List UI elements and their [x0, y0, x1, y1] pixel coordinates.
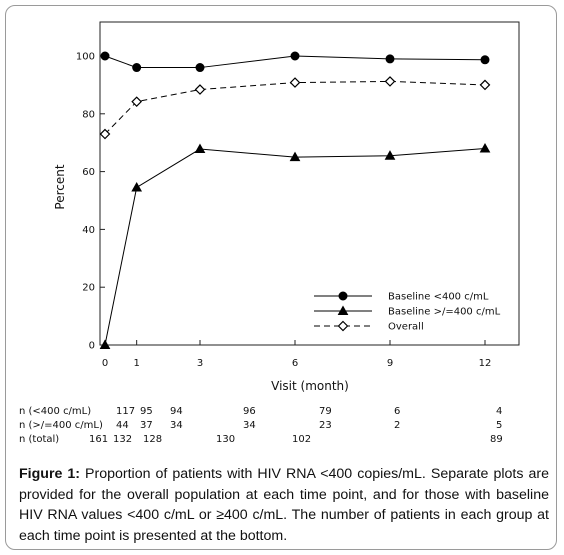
count-cell: 132: [113, 434, 133, 445]
data-point: [289, 151, 301, 162]
count-cell: 128: [143, 434, 163, 445]
count-cell: 44: [116, 420, 129, 431]
patient-count-table: n (<400 c/mL) 117 95 94 96 79 6 4 n (>/=…: [19, 406, 539, 452]
data-point: [100, 51, 110, 61]
count-cell: 96: [243, 406, 256, 417]
count-cell: 102: [292, 434, 312, 445]
legend-marker: [338, 291, 348, 301]
data-point: [479, 142, 491, 153]
y-axis-label: Percent: [53, 164, 67, 209]
data-point: [385, 54, 395, 64]
count-cell: 6: [394, 406, 401, 417]
data-point: [132, 63, 142, 73]
x-tick-label: 3: [197, 358, 203, 369]
x-tick-label: 12: [479, 358, 492, 369]
data-point: [99, 339, 111, 349]
figure-caption: Figure 1: Proportion of patients with HI…: [19, 464, 549, 546]
count-cell: 161: [89, 434, 109, 445]
series-1: [99, 142, 491, 349]
count-cell: 95: [140, 406, 153, 417]
count-cell: 79: [319, 406, 332, 417]
count-cell: 5: [496, 420, 503, 431]
data-point: [480, 55, 490, 65]
y-tick-label: 40: [82, 225, 95, 236]
caption-text: Proportion of patients with HIV RNA <400…: [19, 466, 549, 544]
data-point: [99, 128, 111, 140]
count-cell: 34: [243, 420, 256, 431]
y-axis: 0 20 40 60 80 100: [76, 52, 105, 352]
count-row-label: n (<400 c/mL): [19, 406, 92, 417]
x-tick-label: 1: [133, 358, 139, 369]
x-axis-label: Visit (month): [271, 379, 349, 393]
data-point: [479, 79, 491, 91]
legend-marker: [337, 320, 349, 332]
caption-prefix: Figure 1:: [19, 466, 80, 482]
x-tick-label: 9: [387, 358, 393, 369]
data-point: [290, 51, 300, 61]
data-point: [194, 143, 206, 154]
x-tick-label: 0: [102, 358, 108, 369]
count-cell: 37: [140, 420, 153, 431]
legend-entry: Overall: [388, 322, 424, 333]
data-point: [384, 76, 396, 87]
y-tick-label: 0: [89, 341, 95, 352]
count-row-total: n (total) 161 132 128 130 102 89: [19, 434, 539, 448]
series-line: [104, 80, 486, 135]
count-cell: 117: [116, 406, 136, 417]
count-cell: 94: [170, 406, 183, 417]
x-tick-label: 6: [292, 358, 298, 369]
y-tick-label: 80: [82, 109, 95, 120]
data-point: [131, 96, 143, 108]
count-cell: 89: [490, 434, 503, 445]
y-tick-label: 60: [82, 167, 95, 178]
series-line: [104, 55, 486, 69]
series-line: [104, 147, 486, 346]
data-point: [384, 150, 396, 160]
legend-entry: Baseline >/=400 c/mL: [388, 307, 501, 318]
count-row-below-400: n (<400 c/mL) 117 95 94 96 79 6 4: [19, 406, 539, 420]
legend: Baseline <400 c/mL Baseline >/=400 c/mL Ov…: [314, 291, 501, 333]
y-tick-label: 20: [82, 283, 95, 294]
count-cell: 2: [394, 420, 401, 431]
series-0: [100, 51, 490, 73]
plot-area: [99, 21, 520, 346]
count-row-label: n (total): [19, 434, 60, 445]
data-point: [289, 77, 301, 88]
count-row-label: n (>/=400 c/mL): [19, 420, 103, 431]
count-cell: 4: [496, 406, 503, 417]
series-2: [99, 76, 491, 140]
line-chart: 0 20 40 60 80 100 0 1 3 6 9 12 Percent Visit (mont…: [53, 21, 520, 393]
data-point: [194, 84, 206, 95]
legend-marker: [337, 305, 349, 315]
count-row-above-400: n (>/=400 c/mL) 44 37 34 34 23 2 5: [19, 420, 539, 434]
figure-frame: [5, 5, 557, 550]
x-axis: 0 1 3 6 9 12: [102, 340, 492, 369]
legend-entry: Baseline <400 c/mL: [388, 292, 489, 303]
y-tick-label: 100: [76, 52, 95, 63]
count-cell: 130: [216, 434, 236, 445]
data-point: [195, 63, 205, 73]
series-layer: [99, 51, 491, 349]
count-cell: 34: [170, 420, 183, 431]
count-cell: 23: [319, 420, 332, 431]
data-point: [131, 181, 143, 192]
